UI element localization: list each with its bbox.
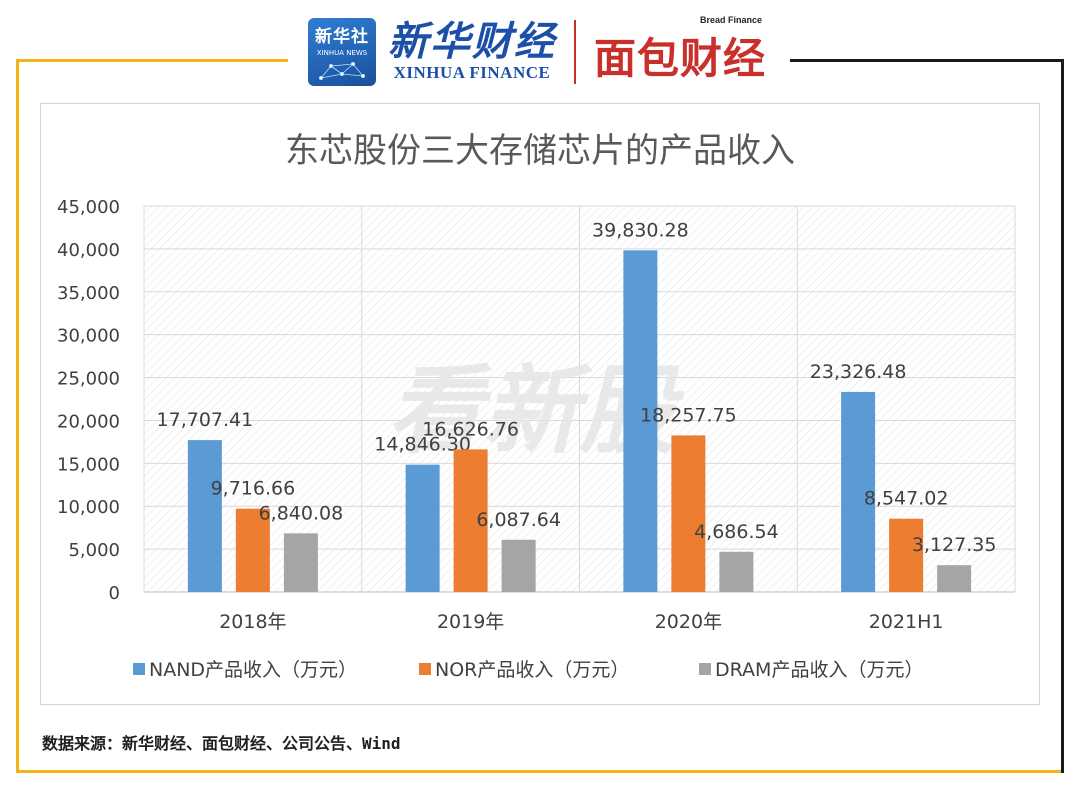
bar: [889, 518, 924, 592]
legend: NAND产品收入（万元） NOR产品收入（万元） DRAM产品收入（万元）: [133, 659, 923, 681]
bar: [623, 250, 658, 592]
bar: [405, 464, 440, 592]
bread-finance-en: Bread Finance: [699, 14, 763, 25]
x-tick-label: 2021H1: [869, 611, 944, 633]
chart-container: 东芯股份三大存储芯片的产品收入 看新股 0 5,000 10,000 15,000 20…: [40, 103, 1040, 705]
header-logos: 新华社 XINHUA NEWS 新华财经 XINHUA FINANCE Brea…: [308, 15, 767, 86]
data-label: 3,127.35: [912, 534, 997, 556]
data-label: 6,840.08: [259, 502, 344, 524]
x-tick-label: 2020年: [655, 611, 722, 633]
y-tick-label: 20,000: [57, 411, 120, 432]
data-label: 39,830.28: [592, 219, 689, 241]
legend-swatch: [699, 663, 711, 675]
x-tick-label: 2019年: [437, 611, 504, 633]
bars: 17,707.41 9,716.666,840.08 14,846.3016,626…: [157, 219, 997, 592]
data-label: 14,846.30: [374, 434, 471, 456]
x-axis: 2018年 2019年 2020年 2021H1: [219, 611, 943, 633]
x-tick-label: 2018年: [219, 611, 286, 633]
data-label: 18,257.75: [640, 404, 737, 426]
frame-left-line: [16, 59, 19, 773]
data-label: 6,087.64: [476, 509, 561, 531]
bar: [841, 391, 876, 592]
data-label: 16,626.76: [422, 418, 519, 440]
bar: [453, 449, 488, 592]
y-tick-label: 5,000: [68, 540, 120, 561]
frame-top-left-line: [16, 59, 288, 62]
data-label: 9,716.66: [211, 478, 296, 500]
y-tick-label: 0: [109, 583, 120, 604]
data-label: 23,326.48: [810, 361, 907, 383]
y-axis: 0 5,000 10,000 15,000 20,000 25,000 30,000 35,0…: [57, 197, 120, 604]
bread-finance-logo: Bread Finance 面包财经: [594, 15, 767, 86]
y-tick-label: 30,000: [57, 326, 120, 347]
bar: [235, 508, 270, 592]
bread-finance-cn: 面包财经: [594, 33, 767, 83]
bar-chart: 东芯股份三大存储芯片的产品收入 看新股 05,00010,00015,00020…: [57, 131, 1016, 681]
y-tick-label: 10,000: [57, 497, 120, 518]
data-label: 8,547.02: [864, 488, 949, 510]
legend-swatch: [133, 663, 145, 675]
bar: [937, 565, 972, 592]
frame-top-right-line: [790, 59, 1064, 62]
bar: [719, 551, 754, 592]
bar: [283, 533, 318, 592]
legend-label: DRAM产品收入（万元）: [715, 659, 923, 681]
bar: [671, 435, 706, 592]
data-label: 17,707.41: [157, 409, 254, 431]
bar: [501, 539, 536, 592]
y-tick-label: 45,000: [57, 197, 120, 218]
y-tick-label: 15,000: [57, 454, 120, 475]
xinhua-news-logo: 新华社 XINHUA NEWS: [308, 18, 376, 86]
xinhua-finance-cn: 新华财经: [388, 18, 556, 65]
legend-label: NAND产品收入（万元）: [149, 659, 357, 681]
xinhua-badge-en: XINHUA NEWS: [316, 49, 368, 57]
data-label: 4,686.54: [694, 521, 779, 543]
xinhua-finance-logo: 新华财经 XINHUA FINANCE: [388, 21, 556, 83]
frame-right-line: [1061, 59, 1064, 773]
y-tick-label: 25,000: [57, 369, 120, 390]
y-tick-label: 40,000: [57, 240, 120, 261]
legend-swatch: [419, 663, 431, 675]
logo-divider: [574, 20, 576, 84]
chart-title: 东芯股份三大存储芯片的产品收入: [285, 131, 795, 171]
frame-bottom-line: [16, 770, 1064, 773]
bar: [187, 440, 222, 592]
xinhua-badge-cn: 新华社: [315, 27, 369, 47]
legend-label: NOR产品收入（万元）: [435, 659, 629, 681]
network-icon: [319, 62, 366, 80]
source-note: 数据来源：新华财经、面包财经、公司公告、Wind: [42, 734, 401, 753]
xinhua-finance-en: XINHUA FINANCE: [393, 63, 551, 82]
y-tick-label: 35,000: [57, 283, 120, 304]
